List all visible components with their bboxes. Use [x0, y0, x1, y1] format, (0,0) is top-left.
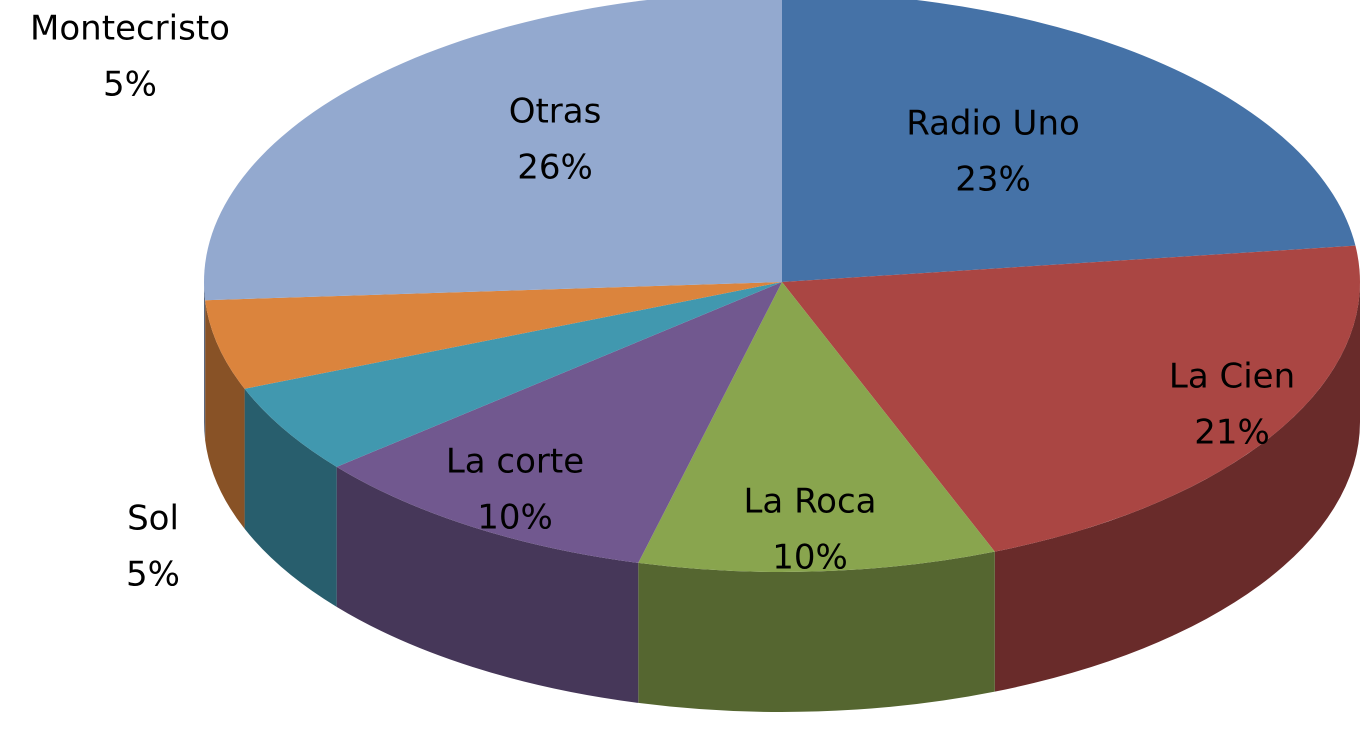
slice-side [336, 466, 639, 703]
value-label: 21% [1194, 413, 1270, 453]
value-label: 5% [103, 65, 157, 105]
category-label: La Cien [1169, 357, 1295, 397]
slice [782, 0, 1356, 282]
slice [782, 245, 1360, 552]
pie-sides [204, 282, 1360, 712]
slice [336, 282, 782, 563]
slice-side [638, 551, 995, 712]
category-label: Radio Uno [906, 104, 1080, 144]
slice-side [205, 300, 245, 529]
value-label: 10% [772, 538, 848, 578]
slice [204, 0, 782, 301]
slice-side [244, 388, 337, 607]
category-label: Sol [127, 499, 179, 539]
slice [244, 282, 783, 467]
category-label: La Roca [743, 482, 876, 522]
slice-side [994, 282, 1360, 692]
value-label: 26% [517, 148, 593, 188]
value-label: 5% [126, 555, 180, 595]
value-label: 10% [477, 498, 553, 538]
category-label: Montecristo [30, 9, 230, 49]
slice-side [204, 282, 206, 441]
category-label: Otras [509, 92, 602, 132]
slice [205, 282, 782, 389]
value-label: 23% [955, 160, 1031, 200]
category-label: La corte [446, 442, 584, 482]
pie-tops [204, 0, 1360, 573]
slice [638, 282, 995, 573]
